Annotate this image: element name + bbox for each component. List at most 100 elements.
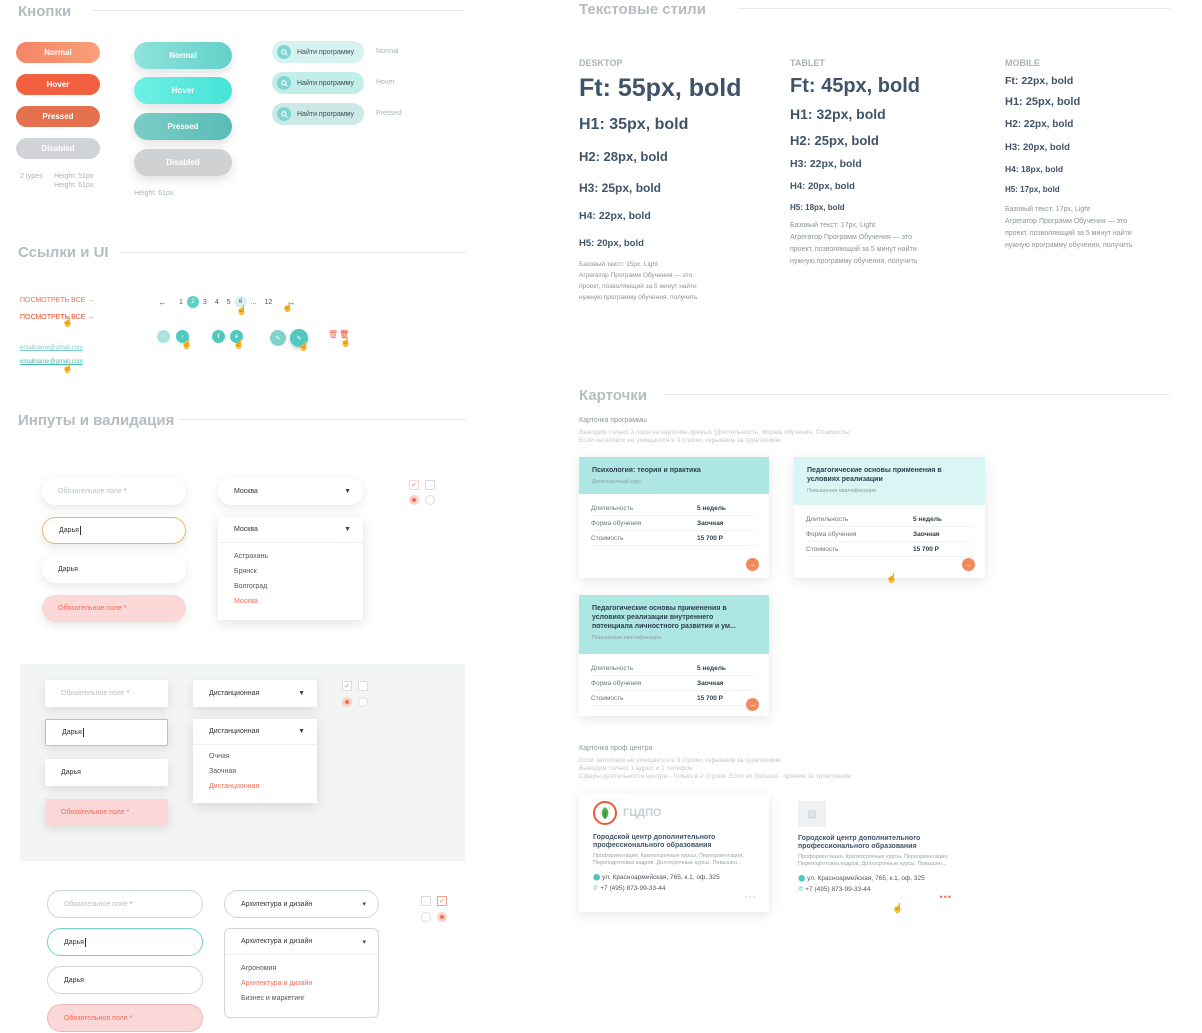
city-dropdown[interactable]: Москва ▼ Астрахань Брянск Волгоград Москв… (218, 517, 363, 620)
required-field-empty[interactable]: Обязательное поле * (47, 890, 203, 918)
arrow-left-icon[interactable]: ‹ (157, 330, 170, 343)
dropdown-option[interactable]: Волгоград (234, 583, 268, 590)
dropdown-option[interactable]: Агрономия (241, 965, 277, 972)
button-height-note: Height: 51px (54, 173, 94, 180)
name-field-filled[interactable]: Дарья (47, 966, 203, 994)
see-all-link[interactable]: ПОСМОТРЕТЬ ВСЕ → (20, 297, 95, 304)
program-card[interactable]: Психология: теория и практика Долгосрочн… (579, 457, 769, 578)
pagination-prev-icon[interactable]: ← (158, 297, 167, 307)
center-card[interactable]: ГЦДПО Городской центр дополнительного пр… (579, 793, 769, 912)
center-card-note: Сферы деятельности центра - только в 2 с… (579, 773, 851, 780)
checkbox-checked[interactable]: ✓ (342, 681, 352, 691)
dropdown-option-selected[interactable]: Москва (234, 598, 258, 605)
tablet-h1-sample: H1: 32px, bold (790, 106, 886, 122)
mobile-h2-sample: H2: 22px, bold (1005, 119, 1074, 130)
more-dots-icon[interactable]: ••• (939, 892, 952, 902)
pagination-page[interactable]: 1 (179, 298, 183, 306)
dropdown-option-selected[interactable]: Дистанционная (209, 783, 260, 790)
more-dots-icon[interactable]: ••• (744, 892, 757, 902)
pagination-page[interactable]: 3 (202, 298, 207, 306)
checkbox-checked[interactable]: ✓ (437, 896, 447, 906)
dropdown-option[interactable]: Астрахань (234, 553, 268, 560)
required-field-empty[interactable]: Обязательное поле * (42, 478, 186, 505)
checkbox[interactable] (425, 480, 435, 490)
program-field-row: Форма обучения Заочная (591, 676, 757, 691)
dropdown-option[interactable]: Брянск (234, 568, 257, 575)
center-card-hover[interactable]: ▧ Городской центр дополнительного профес… (784, 793, 974, 912)
required-field-error[interactable]: Обязательное поле * (42, 595, 186, 622)
name-field-focused[interactable]: Дарья (45, 719, 168, 746)
program-card[interactable]: Педагогические основы применения в услов… (794, 457, 985, 578)
radio[interactable] (421, 912, 431, 922)
orange-button-disabled[interactable]: Disabled (16, 138, 100, 159)
program-card-title: Педагогические основы применения в услов… (592, 605, 736, 630)
pagination-page[interactable]: 5 (226, 298, 231, 306)
chevron-down-icon: ▼ (344, 488, 351, 495)
study-form-dropdown-header[interactable]: Дистанционная ▼ (193, 719, 317, 745)
vk-icon[interactable]: в (230, 330, 243, 343)
direction-dropdown-header[interactable]: Архитектура и дизайн ▾ (225, 929, 378, 955)
arrow-right-icon[interactable]: › (176, 330, 189, 343)
arrow-right-icon[interactable]: → (962, 558, 975, 571)
state-label: Pressed (376, 110, 402, 117)
delete-icon[interactable]: 🗑 (328, 330, 339, 339)
pagination-page[interactable]: 12 (264, 298, 273, 306)
city-select[interactable]: Москва ▼ (218, 478, 363, 505)
search-program-button-normal[interactable]: Найти программу (272, 41, 364, 63)
dropdown-option[interactable]: Очная (209, 753, 230, 760)
email-link[interactable]: emailname@gmail.com (20, 345, 83, 351)
study-form-dropdown[interactable]: Дистанционная ▼ Очная Заочная Дистанционн… (193, 719, 317, 803)
teal-button-normal[interactable]: Normal (134, 42, 232, 69)
name-field-focused[interactable]: Дарья (47, 928, 203, 956)
radio[interactable] (358, 697, 368, 707)
program-card[interactable]: Педагогические основы применения в услов… (579, 595, 769, 716)
arrow-right-icon[interactable]: → (746, 558, 759, 571)
radio[interactable] (425, 495, 435, 505)
delete-icon-hover[interactable]: 🗑 (339, 330, 350, 339)
checkbox-checked[interactable]: ✓ (409, 480, 419, 490)
pagination-page-hover[interactable]: 6 (234, 296, 247, 308)
search-icon (277, 45, 291, 59)
name-field-focused[interactable]: Дарья (42, 517, 186, 544)
phone-icon: ✆ (798, 886, 804, 893)
radio-checked[interactable] (437, 912, 447, 922)
direction-select[interactable]: Архитектура и дизайн ▾ (224, 890, 379, 918)
orange-button-pressed[interactable]: Pressed (16, 106, 100, 127)
radio-checked[interactable] (342, 697, 352, 707)
pagination-page-active[interactable]: 2 (186, 296, 199, 308)
required-field-empty[interactable]: Обязательное поле * (45, 680, 168, 707)
see-all-link-hover[interactable]: ПОСМОТРЕТЬ ВСЕ → (20, 314, 95, 321)
dropdown-option[interactable]: Заочная (209, 768, 237, 775)
email-link-hover[interactable]: emailname@gmail.com (20, 359, 83, 365)
center-card-note: Выводим только 1 адрес и 1 телефон (579, 765, 693, 772)
required-field-error[interactable]: Обязательное поле * (47, 1004, 203, 1032)
chevron-down-icon: ▼ (298, 728, 305, 735)
city-dropdown-header[interactable]: Москва ▼ (218, 517, 363, 543)
search-program-button-pressed[interactable]: Найти программу (272, 103, 364, 125)
checkbox[interactable] (421, 896, 431, 906)
pagination-page[interactable]: 4 (214, 298, 219, 306)
dropdown-option-selected[interactable]: Архитектура и дизайн (241, 980, 313, 987)
teal-button-pressed[interactable]: Pressed (134, 113, 232, 140)
arrow-right-icon[interactable]: → (746, 698, 759, 711)
edit-icon[interactable]: ✎ (270, 330, 286, 346)
direction-dropdown[interactable]: Архитектура и дизайн ▾ Агрономия Архитект… (224, 928, 379, 1018)
teal-button-disabled[interactable]: Disabled (134, 149, 232, 176)
search-program-button-hover[interactable]: Найти программу (272, 72, 364, 94)
name-field-filled[interactable]: Дарья (42, 556, 186, 583)
pagination-next-icon[interactable]: → (286, 297, 296, 307)
program-field-row: Форма обучения Заочная (806, 527, 973, 542)
teal-button-hover[interactable]: Hover (134, 77, 232, 104)
dropdown-option[interactable]: Бизнес и маркетинг (241, 995, 305, 1002)
orange-button-hover[interactable]: Hover (16, 74, 100, 95)
orange-button-normal[interactable]: Normal (16, 42, 100, 63)
study-form-select[interactable]: Дистанционная ▼ (193, 680, 317, 707)
required-field-error[interactable]: Обязательное поле * (45, 799, 168, 826)
name-field-filled[interactable]: Дарья (45, 759, 168, 786)
checkbox[interactable] (358, 681, 368, 691)
center-areas: Профориентация, Краткосрочные курсы, Пер… (798, 854, 949, 867)
radio-checked[interactable] (409, 495, 419, 505)
location-pin-icon: ⬤ (798, 875, 806, 882)
facebook-icon[interactable]: f (212, 330, 225, 343)
edit-icon-hover[interactable]: ✎ (290, 329, 308, 347)
